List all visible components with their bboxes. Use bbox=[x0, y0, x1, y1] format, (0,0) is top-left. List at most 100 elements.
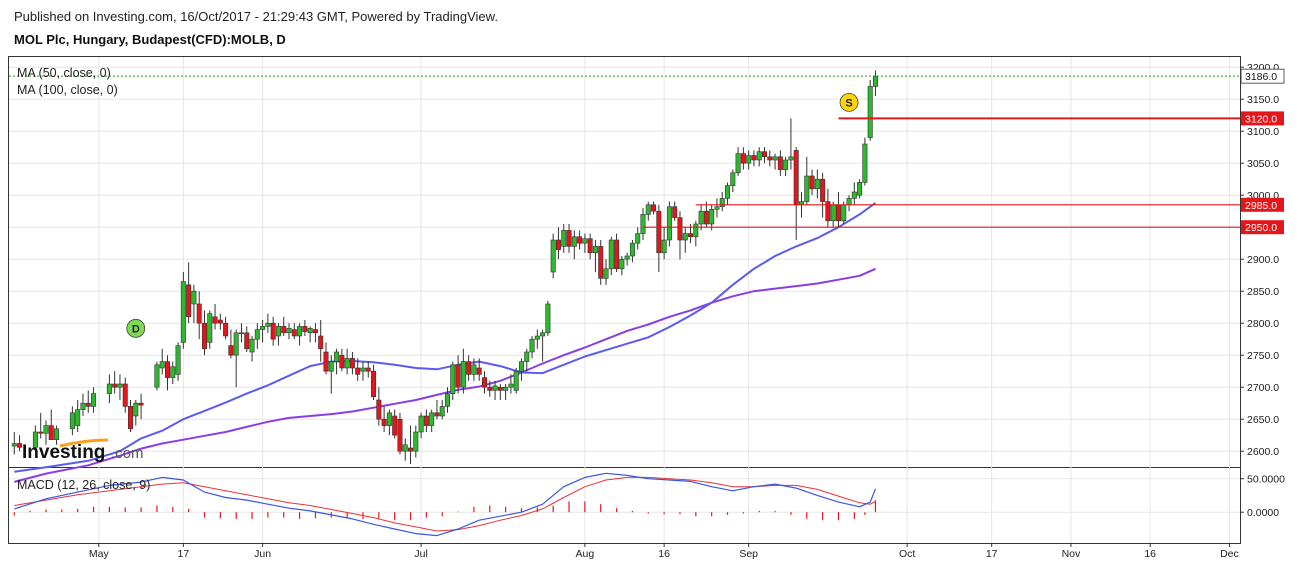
candle-body bbox=[339, 354, 345, 369]
candle-body bbox=[11, 443, 17, 447]
candle bbox=[561, 223, 567, 253]
candle-body bbox=[677, 217, 683, 241]
candle-body bbox=[492, 385, 498, 391]
candle-body bbox=[788, 156, 794, 161]
candle bbox=[497, 383, 503, 400]
candle-body bbox=[476, 367, 482, 375]
candle-body bbox=[820, 178, 826, 202]
level-tag bbox=[1241, 220, 1284, 235]
candle bbox=[328, 355, 334, 394]
candle-body bbox=[423, 415, 429, 426]
candle bbox=[408, 425, 414, 464]
candle bbox=[312, 323, 318, 343]
candle bbox=[820, 172, 826, 218]
candle-body bbox=[471, 364, 477, 375]
candle bbox=[661, 227, 667, 260]
candle-body bbox=[466, 361, 472, 375]
candle-body bbox=[455, 364, 461, 388]
candle bbox=[170, 361, 176, 384]
candle-body bbox=[709, 208, 715, 225]
candle-body bbox=[587, 238, 593, 254]
candle bbox=[592, 239, 598, 272]
candle-body bbox=[418, 415, 424, 433]
candle bbox=[529, 335, 535, 359]
candle bbox=[418, 412, 424, 439]
candle bbox=[133, 399, 139, 426]
candle bbox=[619, 255, 625, 276]
candle-body bbox=[767, 156, 773, 161]
candle-body bbox=[112, 383, 118, 388]
candle bbox=[582, 233, 588, 253]
candle bbox=[159, 348, 165, 375]
candle-body bbox=[518, 361, 524, 372]
y-tick-label: 2750.0 bbox=[1247, 350, 1279, 362]
candle bbox=[450, 361, 456, 400]
macd-pane bbox=[13, 472, 877, 537]
candle bbox=[730, 169, 736, 192]
marker-d bbox=[126, 318, 146, 338]
x-tick-label: 16 bbox=[658, 548, 670, 560]
moving-averages bbox=[14, 202, 877, 483]
candle bbox=[392, 409, 398, 439]
level-tag bbox=[1241, 197, 1284, 212]
x-tick-label: Jun bbox=[254, 548, 271, 560]
candle bbox=[201, 310, 207, 356]
candle bbox=[788, 118, 794, 170]
candle bbox=[492, 380, 498, 400]
candle bbox=[825, 188, 831, 228]
candle bbox=[857, 179, 863, 199]
candle bbox=[719, 191, 725, 212]
candle-body bbox=[725, 185, 731, 199]
candle-body bbox=[524, 351, 530, 362]
candle-body bbox=[106, 383, 112, 394]
svg-text:Investing: Investing bbox=[22, 442, 105, 463]
candle-body bbox=[651, 204, 657, 212]
candle bbox=[297, 323, 303, 346]
candle-body bbox=[371, 370, 377, 398]
level-tag-label: 2950.0 bbox=[1245, 222, 1277, 234]
candle bbox=[666, 201, 672, 247]
candle-body bbox=[122, 383, 128, 407]
candle-body bbox=[540, 332, 546, 337]
candle-body bbox=[693, 223, 699, 238]
candle bbox=[302, 319, 308, 336]
y-tick-label: 2700.0 bbox=[1247, 382, 1279, 394]
candle-body bbox=[872, 75, 878, 87]
candle bbox=[540, 329, 546, 362]
candle bbox=[80, 393, 86, 416]
level-tag-label: 3120.0 bbox=[1245, 113, 1277, 125]
candle bbox=[38, 412, 44, 439]
candle-body bbox=[571, 236, 577, 247]
candle bbox=[291, 323, 297, 340]
candle bbox=[233, 329, 239, 388]
candle bbox=[867, 79, 873, 141]
candle bbox=[17, 435, 23, 452]
candle-body bbox=[355, 367, 361, 375]
candle bbox=[154, 361, 160, 391]
candle-body bbox=[851, 191, 857, 199]
candle-body bbox=[740, 153, 746, 164]
candle-body bbox=[608, 239, 614, 270]
candle-body bbox=[217, 319, 223, 324]
candle-body bbox=[460, 361, 466, 388]
candle-body bbox=[249, 338, 255, 353]
candle bbox=[598, 239, 604, 285]
published-info: Published on Investing.com, 16/Oct/2017 … bbox=[14, 9, 498, 24]
candle bbox=[587, 233, 593, 260]
x-tick-label: Oct bbox=[899, 548, 915, 560]
candle-body bbox=[138, 402, 144, 406]
x-tick-label: 16 bbox=[1144, 548, 1156, 560]
candle-body bbox=[254, 329, 260, 340]
candle bbox=[851, 182, 857, 205]
candle bbox=[740, 147, 746, 170]
candle bbox=[629, 239, 635, 263]
x-tick-label: 17 bbox=[178, 548, 190, 560]
candle-body bbox=[814, 178, 820, 190]
candle-body bbox=[867, 86, 873, 138]
candle-body bbox=[804, 175, 810, 202]
candle bbox=[371, 364, 377, 400]
candle-body bbox=[550, 239, 556, 273]
candle bbox=[32, 425, 38, 452]
candle-body bbox=[656, 210, 662, 254]
